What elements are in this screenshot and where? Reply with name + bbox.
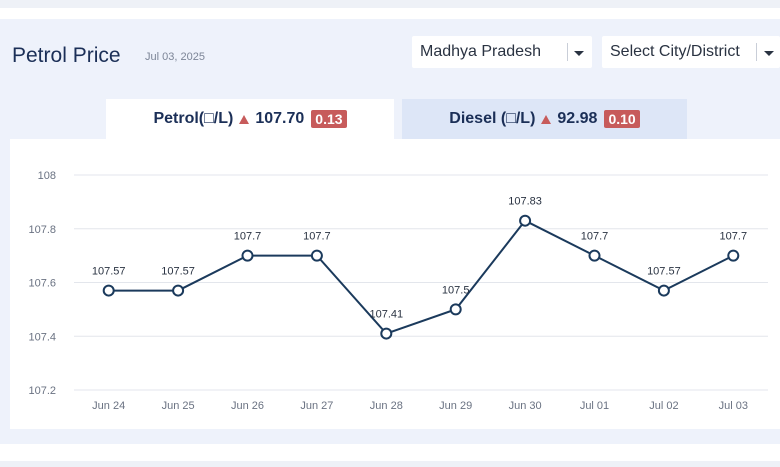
tab-petrol[interactable]: Petrol(□/L) 107.70 0.13 xyxy=(106,99,394,139)
y-tick-label: 107.2 xyxy=(28,385,56,397)
state-select-value: Madhya Pradesh xyxy=(420,43,541,60)
data-point xyxy=(380,327,393,340)
chart-area: 107.2 107.4 107.6 107.8 108 Jun 24 Jun 25 Jun 2… xyxy=(10,139,780,429)
data-point xyxy=(727,249,740,262)
data-label: 107.57 xyxy=(161,266,195,278)
x-tick-label: Jun 25 xyxy=(162,400,195,412)
x-tick-label: Jul 02 xyxy=(649,400,678,412)
data-point xyxy=(657,284,670,297)
data-label: 107.7 xyxy=(234,231,262,243)
data-label: 107.7 xyxy=(581,231,609,243)
select-separator xyxy=(567,43,568,61)
tab-diesel-change-badge: 0.10 xyxy=(604,110,640,128)
y-tick-label: 107.4 xyxy=(28,331,56,343)
data-point xyxy=(241,249,254,262)
data-point xyxy=(449,303,462,316)
city-select-value: Select City/District xyxy=(610,43,740,60)
bottom-divider xyxy=(0,461,780,467)
x-tick-label: Jun 30 xyxy=(509,400,542,412)
data-point xyxy=(172,284,185,297)
series-line xyxy=(108,219,734,335)
tab-petrol-label: Petrol(□/L) xyxy=(153,110,234,127)
top-divider xyxy=(0,0,780,8)
price-line-chart: 107.2 107.4 107.6 107.8 108 Jun 24 Jun 25 Jun 2… xyxy=(28,170,768,412)
x-tick-label: Jun 27 xyxy=(300,400,333,412)
city-select[interactable]: Select City/District xyxy=(602,36,780,68)
state-select[interactable]: Madhya Pradesh xyxy=(412,36,592,68)
y-tick-label: 107.8 xyxy=(28,224,56,236)
data-point xyxy=(519,214,532,227)
price-up-icon xyxy=(239,114,250,124)
data-label: 107.57 xyxy=(647,266,681,278)
data-label: 107.7 xyxy=(720,231,748,243)
x-tick-label: Jun 28 xyxy=(370,400,403,412)
x-tick-label: Jul 01 xyxy=(580,400,609,412)
y-tick-label: 108 xyxy=(38,170,56,182)
y-tick-label: 107.6 xyxy=(28,278,56,290)
data-label: 107.7 xyxy=(303,231,331,243)
chevron-down-icon xyxy=(764,51,774,56)
data-point xyxy=(310,249,323,262)
price-up-icon xyxy=(541,114,552,124)
data-point xyxy=(588,249,601,262)
tab-petrol-change-badge: 0.13 xyxy=(311,110,347,128)
tab-diesel[interactable]: Diesel (□/L) 92.98 0.10 xyxy=(402,99,687,139)
x-tick-label: Jun 29 xyxy=(439,400,472,412)
chevron-down-icon xyxy=(574,51,584,56)
data-label: 107.57 xyxy=(92,266,126,278)
tab-diesel-label: Diesel (□/L) xyxy=(449,110,536,127)
select-separator xyxy=(756,43,757,61)
data-label: 107.41 xyxy=(369,309,403,321)
page-title: Petrol Price xyxy=(12,44,121,67)
x-tick-label: Jun 26 xyxy=(231,400,264,412)
data-label: 107.83 xyxy=(508,196,542,208)
tab-petrol-price: 107.70 xyxy=(255,110,305,127)
x-tick-label: Jun 24 xyxy=(92,400,125,412)
tab-diesel-price: 92.98 xyxy=(557,110,598,127)
x-tick-label: Jul 03 xyxy=(719,400,748,412)
price-date: Jul 03, 2025 xyxy=(145,51,205,63)
data-label: 107.5 xyxy=(442,284,470,296)
data-point xyxy=(102,284,115,297)
